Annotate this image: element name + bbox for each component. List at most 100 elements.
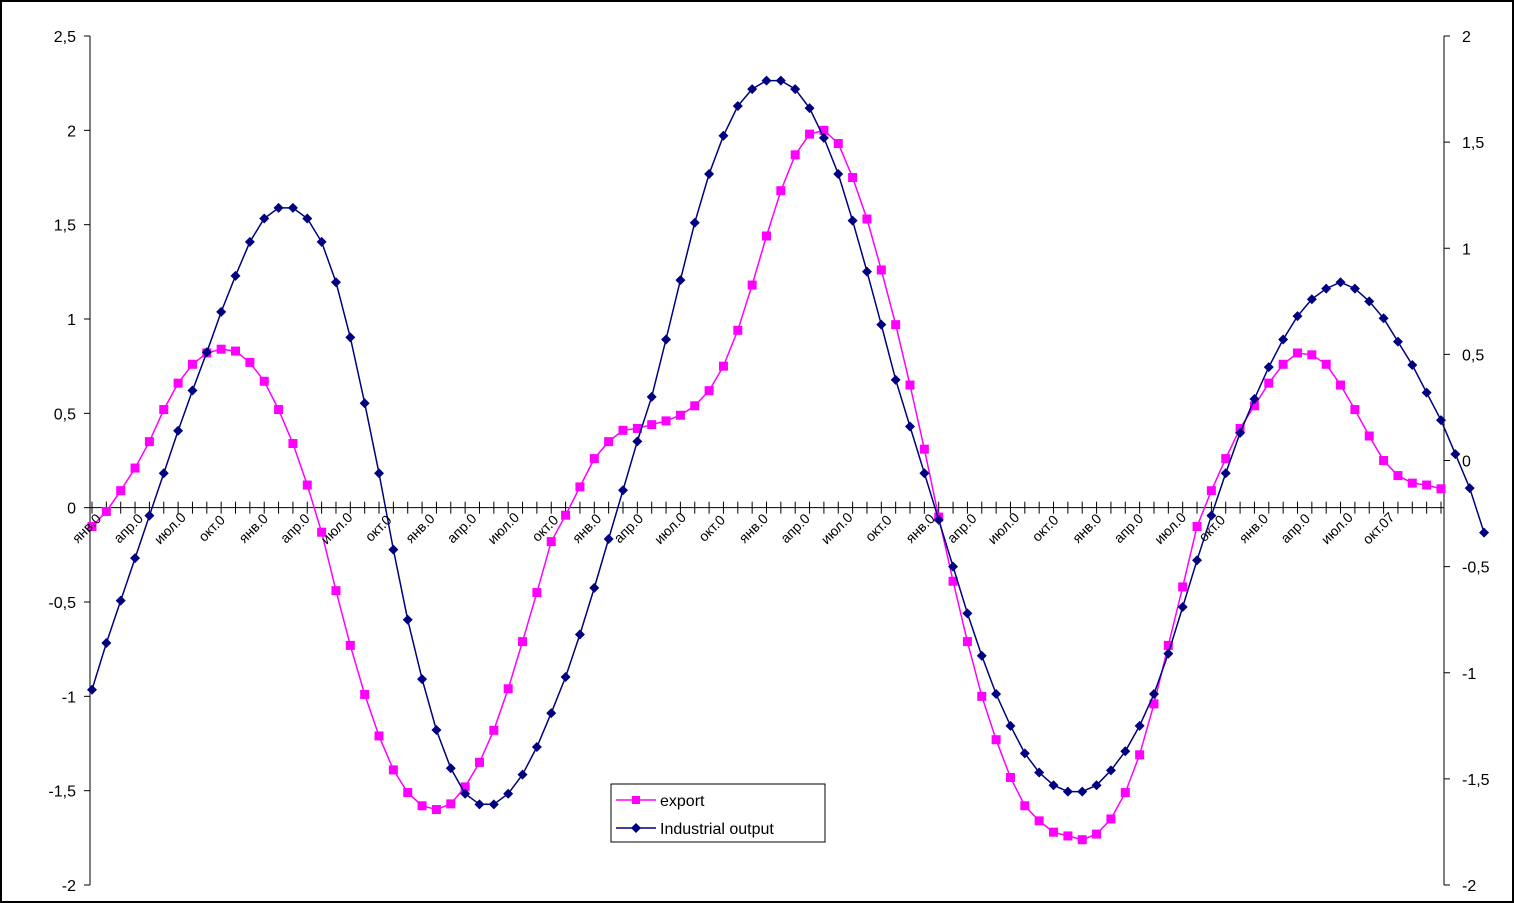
industrial-output-point — [632, 436, 643, 447]
industrial-output-point — [1349, 283, 1360, 294]
x-tick-label: окт.0 — [695, 512, 728, 545]
export-point — [231, 346, 241, 356]
industrial-output-point — [574, 629, 585, 640]
export-point — [446, 799, 456, 809]
export-point — [388, 765, 398, 775]
export-point — [747, 280, 757, 290]
series-line-industrial-output — [91, 79, 1485, 806]
industrial-output-point — [1120, 746, 1131, 757]
industrial-output-point — [1407, 359, 1418, 370]
export-point — [1407, 478, 1417, 488]
export-point — [1221, 454, 1231, 464]
export-point — [317, 527, 327, 537]
industrial-output-point — [560, 671, 571, 682]
export-point — [460, 782, 470, 792]
industrial-output-point — [158, 468, 169, 479]
export-point — [245, 357, 255, 367]
export-point — [1307, 350, 1317, 360]
export-point — [288, 439, 298, 449]
export-point — [891, 320, 901, 330]
industrial-output-point — [330, 277, 341, 288]
series-layer — [87, 75, 1490, 845]
export-point — [274, 405, 284, 415]
export-point — [1063, 831, 1073, 841]
industrial-output-point — [130, 553, 141, 564]
y-tick-label-right: -1,5 — [1462, 772, 1490, 789]
export-point — [1264, 378, 1274, 388]
industrial-output-point — [847, 215, 858, 226]
x-tick-label: янв.0 — [902, 510, 938, 546]
legend-marker-export — [632, 796, 640, 804]
industrial-output-point — [374, 468, 385, 479]
industrial-output-point — [689, 217, 700, 228]
industrial-output-point — [704, 168, 715, 179]
export-point — [431, 805, 441, 815]
industrial-output-point — [345, 332, 356, 343]
x-tick-label: окт.0 — [528, 512, 561, 545]
export-point — [159, 405, 169, 415]
industrial-output-point — [87, 684, 97, 695]
y-tick-label-right: 0,5 — [1462, 347, 1484, 364]
industrial-output-point — [1306, 294, 1317, 305]
industrial-output-point — [991, 688, 1002, 699]
export-point — [1092, 829, 1102, 839]
industrial-output-point — [359, 398, 370, 409]
export-point — [187, 359, 197, 369]
industrial-output-point — [1077, 786, 1088, 797]
industrial-output-point — [1048, 780, 1059, 791]
export-point — [561, 510, 571, 520]
industrial-output-point — [101, 638, 112, 649]
y-tick-label-left: -1,5 — [48, 784, 76, 801]
export-point — [144, 437, 154, 447]
industrial-output-point — [230, 270, 241, 281]
export-point — [518, 637, 528, 647]
industrial-output-point — [1421, 387, 1432, 398]
y-tick-label-left: 1,5 — [54, 218, 76, 235]
x-tick-label: апр.0 — [944, 510, 980, 546]
industrial-output-point — [531, 742, 542, 753]
y-tick-label-left: 2,5 — [54, 29, 76, 46]
export-point — [101, 506, 111, 516]
export-point — [1178, 582, 1188, 592]
industrial-output-point — [933, 514, 944, 525]
export-point — [87, 522, 97, 532]
export-point — [805, 129, 815, 139]
export-point — [661, 416, 671, 426]
export-point — [1106, 814, 1116, 824]
industrial-output-point — [445, 763, 456, 774]
export-point — [331, 586, 341, 596]
export-point — [489, 725, 499, 735]
x-tick-label: янв.0 — [1069, 510, 1105, 546]
industrial-output-point — [302, 213, 313, 224]
y-tick-label-right: -2 — [1462, 878, 1476, 895]
y-tick-label-right: -0,5 — [1462, 560, 1490, 577]
industrial-output-point — [474, 799, 485, 810]
industrial-output-point — [1062, 786, 1073, 797]
export-point — [848, 173, 858, 182]
industrial-output-point — [1263, 362, 1274, 373]
industrial-output-point — [1105, 765, 1116, 776]
export-point — [417, 801, 427, 811]
industrial-output-point — [718, 130, 729, 141]
x-tick-label: апр.0 — [1110, 510, 1146, 546]
industrial-output-point — [818, 132, 829, 143]
industrial-output-point — [1177, 601, 1188, 612]
industrial-output-point — [890, 374, 901, 385]
export-point — [1321, 359, 1331, 369]
export-point — [977, 691, 987, 701]
industrial-output-point — [316, 236, 327, 247]
industrial-output-point — [675, 275, 686, 286]
industrial-output-point — [1321, 283, 1332, 294]
industrial-output-point — [1364, 296, 1375, 307]
x-tick-label: апр.0 — [1277, 510, 1313, 546]
export-point — [919, 444, 929, 454]
industrial-output-point — [646, 391, 657, 402]
industrial-output-point — [962, 608, 973, 619]
industrial-output-point — [1148, 688, 1159, 699]
export-point — [302, 480, 312, 490]
industrial-output-point — [747, 84, 758, 95]
x-tick-label: янв.0 — [569, 510, 605, 546]
y-tick-label-right: -1 — [1462, 666, 1476, 683]
